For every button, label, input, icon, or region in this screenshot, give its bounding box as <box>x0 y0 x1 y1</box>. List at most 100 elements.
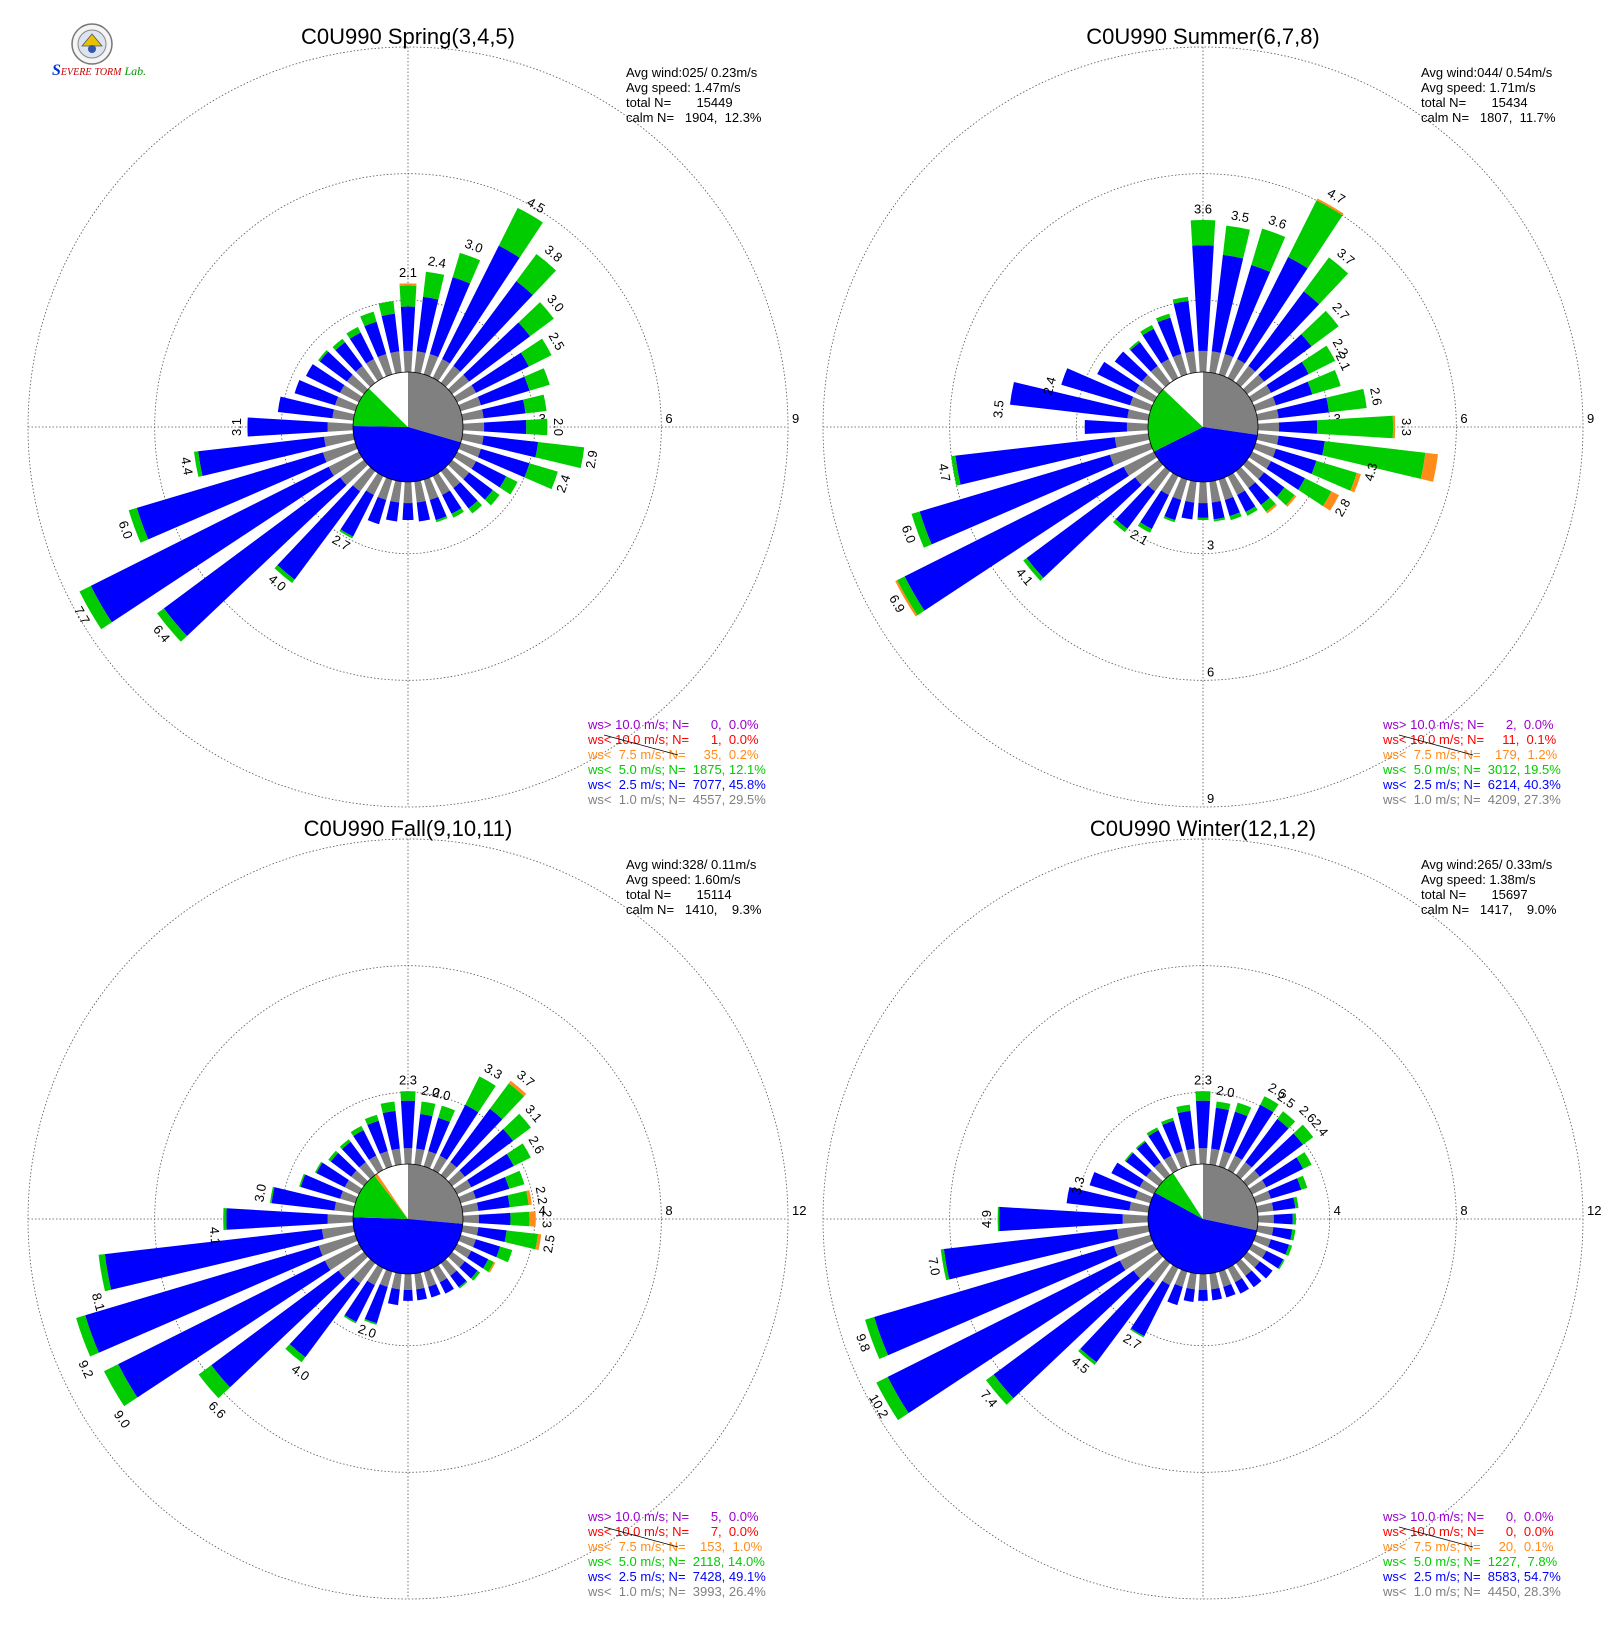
stats-line: Avg speed: 1.38m/s <box>1421 872 1536 887</box>
petal-segment-lt75 <box>1266 503 1278 514</box>
petal-segment-lt1 <box>1256 433 1279 445</box>
petal-segment-lt25 <box>416 1114 433 1151</box>
petal-segment-lt1 <box>403 1148 413 1165</box>
petal-segment-lt5 <box>940 1248 950 1281</box>
petal-dir-200 <box>1163 477 1188 523</box>
petal-segment-lt25 <box>400 1100 416 1149</box>
petal-dir-250 <box>865 1234 1153 1360</box>
petal-segment-lt5 <box>1307 369 1341 395</box>
petal-segment-lt25 <box>1258 334 1312 382</box>
petal-segment-lt25 <box>1009 381 1129 419</box>
petal-segment-lt25 <box>1258 472 1285 497</box>
petal-segment-lt25 <box>1248 482 1270 506</box>
petal-value-label: 4.5 <box>524 194 547 216</box>
petal-segment-lt25 <box>118 1260 331 1398</box>
petal-dir-260 <box>951 433 1150 486</box>
petal-segment-lt1 <box>414 351 426 374</box>
calm-circle-outline <box>1147 1163 1259 1275</box>
ring-tick-label: 12 <box>1587 1203 1601 1218</box>
petal-dir-300 <box>1111 1162 1158 1195</box>
petal-segment-lt1 <box>379 1151 393 1169</box>
petal-segment-lt1 <box>1253 1190 1271 1204</box>
petal-value-label: 6.6 <box>206 1398 229 1421</box>
petal-segment-lt5 <box>1288 200 1343 269</box>
petal-segment-lt5 <box>223 1208 227 1230</box>
legend-entry-lt5: ws< 5.0 m/s; N= 1227, 7.8% <box>1382 1554 1558 1569</box>
legend-marker-line <box>603 1526 679 1548</box>
petal-segment-lt5 <box>484 490 500 506</box>
petal-dir-300 <box>1097 361 1158 403</box>
petal-segment-lt5 <box>489 1083 525 1120</box>
stats-line: Avg speed: 1.60m/s <box>626 872 741 887</box>
petal-segment-lt25 <box>1115 485 1156 529</box>
petal-value-label: 3.5 <box>990 399 1007 418</box>
petal-segment-lt1 <box>339 385 363 403</box>
petal-segment-lt1 <box>1114 433 1150 448</box>
petal-segment-lt1 <box>440 1258 457 1276</box>
petal-dir-350 <box>380 1101 402 1166</box>
legend-entry-lt75: ws< 7.5 m/s; N= 20, 0.1% <box>1382 1539 1554 1554</box>
petal-segment-lt25 <box>1277 397 1329 419</box>
petal-segment-lt5 <box>997 1206 1000 1232</box>
petal-segment-lt75 <box>1420 452 1438 482</box>
petal-segment-lt25 <box>1223 1111 1248 1154</box>
petal-segment-lt5 <box>1128 340 1140 351</box>
petal-segment-lt25 <box>482 399 526 419</box>
petal-segment-lt5 <box>1161 1117 1174 1125</box>
petal-segment-lt25 <box>429 496 447 521</box>
petal-value-label: 2.4 <box>553 472 573 494</box>
petal-segment-lt1 <box>440 1162 457 1180</box>
petal-dir-240 <box>79 451 363 630</box>
petal-value-label: 2.2 <box>533 1185 551 1205</box>
petal-dir-260 <box>193 433 355 477</box>
petal-segment-lt5 <box>420 1101 436 1117</box>
petal-value-label: 9.2 <box>75 1358 96 1381</box>
legend-entry-lt1: ws< 1.0 m/s; N= 4209, 27.3% <box>1382 792 1561 807</box>
petal-segment-lt5 <box>1163 516 1176 523</box>
legend-entry-gt10: ws> 10.0 m/s; N= 5, 0.0% <box>587 1509 759 1524</box>
petal-segment-lt1 <box>391 1148 402 1166</box>
petal-segment-lt1 <box>458 396 481 412</box>
petal-segment-lt1 <box>1257 1214 1274 1224</box>
petal-segment-lt1 <box>1209 480 1221 503</box>
ring-tick-label: 6 <box>1460 411 1467 426</box>
wind-rose-panel-4: 4 8 122.32.0 2.62.52.62.42.74.57.410.29.87.… <box>822 816 1601 1600</box>
petal-segment-lt1 <box>447 1251 465 1268</box>
petal-segment-lt25 <box>459 1128 514 1177</box>
petal-segment-lt1 <box>1248 385 1272 403</box>
petal-segment-lt5 <box>332 338 345 351</box>
calm-pie-lt25 <box>1147 1192 1257 1274</box>
petal-segment-lt25 <box>1224 496 1240 517</box>
calm-pie-lt5 <box>353 1175 408 1219</box>
petal-segment-lt25 <box>453 482 478 509</box>
petal-segment-lt5 <box>98 1254 112 1292</box>
petal-segment-lt1 <box>423 477 439 500</box>
petal-segment-lt1 <box>1119 1243 1158 1271</box>
petal-segment-lt5 <box>985 1374 1014 1405</box>
petal-dir-140 <box>1235 1258 1262 1288</box>
petal-dir-240 <box>895 451 1158 617</box>
petal-segment-lt1 <box>355 365 376 388</box>
petal-segment-lt5 <box>318 350 329 362</box>
calm-pie-blank <box>377 1164 408 1219</box>
petal-segment-lt5 <box>523 394 547 414</box>
petal-segment-lt1 <box>366 472 384 496</box>
petal-value-label: 2.5 <box>540 1234 558 1254</box>
petal-value-label: 2.4 <box>427 253 447 271</box>
petal-segment-lt25 <box>1254 1261 1273 1279</box>
petal-segment-lt1 <box>321 1225 355 1240</box>
petal-segment-lt25 <box>85 1245 323 1353</box>
petal-segment-lt5 <box>524 368 550 391</box>
legend-entry-lt10: ws< 10.0 m/s; N= 0, 0.0% <box>1382 1524 1554 1539</box>
petal-segment-lt1 <box>1242 1170 1260 1187</box>
panel-title: C0U990 Spring(3,4,5) <box>301 24 515 49</box>
petal-dir-20 <box>1218 228 1286 377</box>
petal-segment-lt25 <box>1164 496 1182 521</box>
petal-segment-lt25 <box>136 452 327 540</box>
petal-dir-210 <box>339 472 384 539</box>
stats-line: total N= 15114 <box>626 887 732 902</box>
petal-segment-lt5 <box>79 585 112 630</box>
panel-title: C0U990 Fall(9,10,11) <box>304 816 513 841</box>
petal-segment-lt1 <box>403 1273 413 1290</box>
petal-segment-lt5 <box>498 207 543 258</box>
